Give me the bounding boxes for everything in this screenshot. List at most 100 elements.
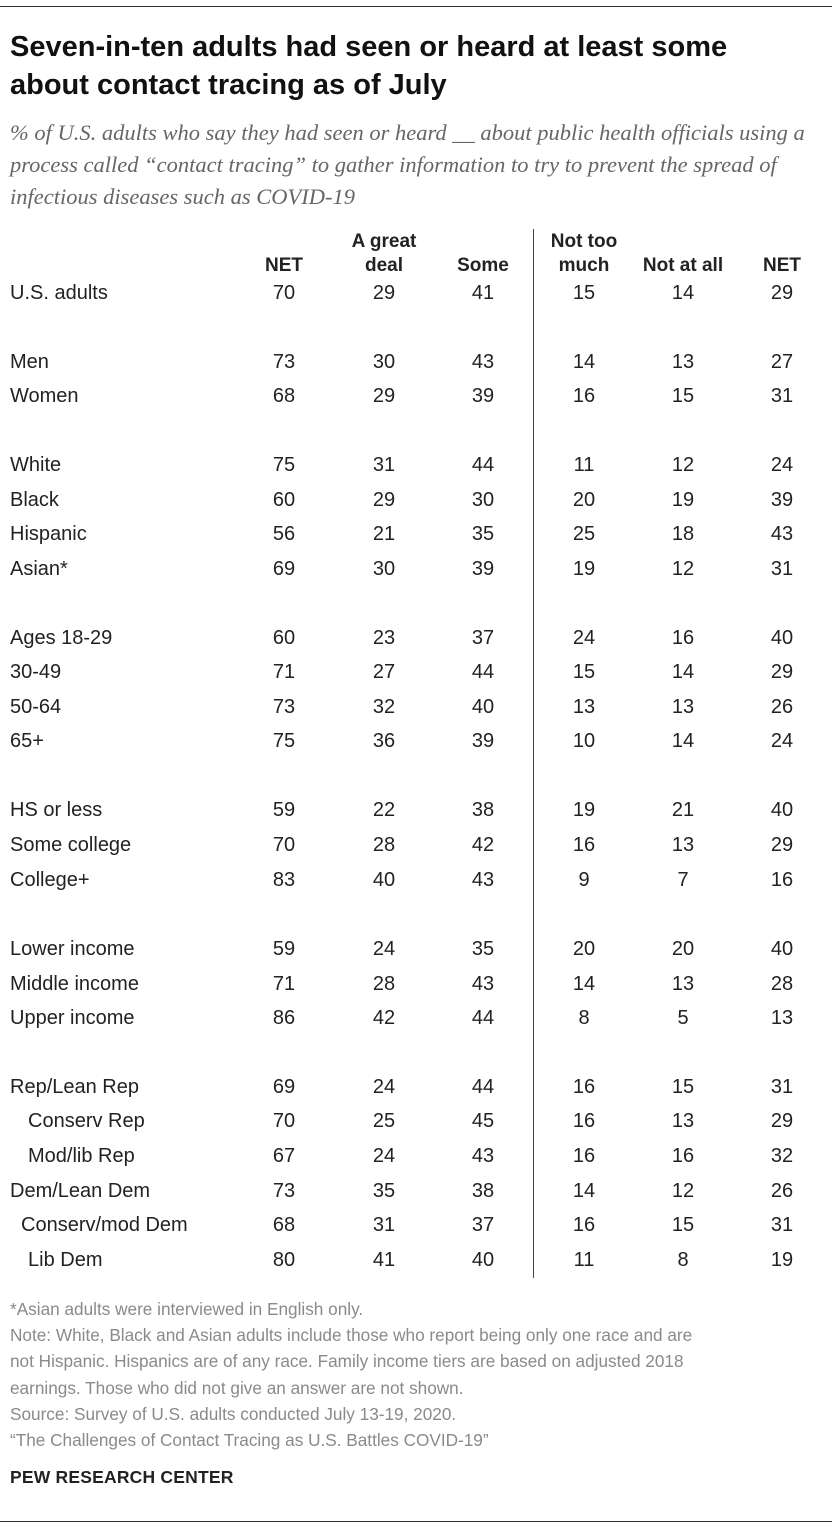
cell-not-at-all: 20 bbox=[671, 938, 695, 960]
row-label: Mod/lib Rep bbox=[28, 1145, 135, 1167]
cell-net-seen: 67 bbox=[272, 1145, 296, 1167]
row-label: Lower income bbox=[10, 938, 135, 960]
chart-title: Seven-in-ten adults had seen or heard at… bbox=[10, 31, 728, 101]
table-row-ages-65-plus: 65+ 75 36 39 10 14 24 bbox=[0, 726, 840, 756]
cell-some: 39 bbox=[471, 558, 495, 580]
table-row-men: Men 73 30 43 14 13 27 bbox=[0, 347, 840, 377]
cell-not-at-all: 14 bbox=[671, 661, 695, 683]
cell-great-deal: 27 bbox=[372, 661, 396, 683]
cell-great-deal: 41 bbox=[372, 1249, 396, 1271]
cell-net-not-seen: 31 bbox=[770, 558, 794, 580]
row-label: 65+ bbox=[10, 730, 44, 752]
cell-great-deal: 24 bbox=[372, 1145, 396, 1167]
bottom-rule bbox=[0, 1521, 832, 1522]
table-row-rep-lean-rep: Rep/Lean Rep 69 24 44 16 15 31 bbox=[0, 1072, 840, 1102]
cell-net-seen: 60 bbox=[272, 627, 296, 649]
cell-net-not-seen: 31 bbox=[770, 1076, 794, 1098]
col-header-not-at-all: Not at all bbox=[642, 255, 724, 276]
cell-great-deal: 36 bbox=[372, 730, 396, 752]
cell-some: 37 bbox=[471, 627, 495, 649]
cell-not-too-much: 14 bbox=[572, 1180, 596, 1202]
cell-some: 41 bbox=[471, 282, 495, 304]
cell-net-seen: 73 bbox=[272, 1180, 296, 1202]
cell-net-not-seen: 28 bbox=[770, 973, 794, 995]
report-title: “The Challenges of Contact Tracing as U.… bbox=[10, 1430, 489, 1451]
cell-great-deal: 23 bbox=[372, 627, 396, 649]
cell-not-too-much: 16 bbox=[572, 1110, 596, 1132]
cell-net-seen: 80 bbox=[272, 1249, 296, 1271]
cell-net-not-seen: 26 bbox=[770, 696, 794, 718]
table-row-ages-18-29: Ages 18-29 60 23 37 24 16 40 bbox=[0, 623, 840, 653]
cell-not-at-all: 15 bbox=[671, 1076, 695, 1098]
cell-some: 44 bbox=[471, 661, 495, 683]
cell-net-seen: 60 bbox=[272, 489, 296, 511]
table-row-conserv-rep: Conserv Rep 70 25 45 16 13 29 bbox=[0, 1106, 840, 1136]
cell-great-deal: 32 bbox=[372, 696, 396, 718]
cell-not-at-all: 16 bbox=[671, 627, 695, 649]
cell-some: 43 bbox=[471, 1145, 495, 1167]
table-row-hispanic: Hispanic 56 21 35 25 18 43 bbox=[0, 519, 840, 549]
cell-great-deal: 29 bbox=[372, 385, 396, 407]
cell-not-at-all: 14 bbox=[671, 282, 695, 304]
table-row-upper-income: Upper income 86 42 44 8 5 13 bbox=[0, 1003, 840, 1033]
cell-great-deal: 25 bbox=[372, 1110, 396, 1132]
cell-not-at-all: 12 bbox=[671, 1180, 695, 1202]
table-row-lib-dem: Lib Dem 80 41 40 11 8 19 bbox=[0, 1245, 840, 1275]
cell-net-seen: 70 bbox=[272, 282, 296, 304]
cell-not-at-all: 7 bbox=[677, 869, 689, 891]
cell-great-deal: 29 bbox=[372, 489, 396, 511]
cell-not-at-all: 14 bbox=[671, 730, 695, 752]
cell-great-deal: 24 bbox=[372, 938, 396, 960]
cell-great-deal: 28 bbox=[372, 834, 396, 856]
cell-not-too-much: 25 bbox=[572, 523, 596, 545]
cell-net-not-seen: 31 bbox=[770, 1214, 794, 1236]
cell-net-not-seen: 24 bbox=[770, 730, 794, 752]
cell-not-too-much: 15 bbox=[572, 282, 596, 304]
cell-not-too-much: 24 bbox=[572, 627, 596, 649]
cell-great-deal: 30 bbox=[372, 351, 396, 373]
row-label: 30-49 bbox=[10, 661, 62, 683]
cell-net-seen: 69 bbox=[272, 1076, 296, 1098]
cell-some: 35 bbox=[471, 523, 495, 545]
cell-some: 35 bbox=[471, 938, 495, 960]
cell-some: 38 bbox=[471, 1180, 495, 1202]
cell-net-seen: 71 bbox=[272, 973, 296, 995]
cell-not-too-much: 14 bbox=[572, 351, 596, 373]
cell-net-seen: 69 bbox=[272, 558, 296, 580]
cell-some: 39 bbox=[471, 385, 495, 407]
cell-net-not-seen: 39 bbox=[770, 489, 794, 511]
cell-some: 39 bbox=[471, 730, 495, 752]
col-header-great-deal: A great deal bbox=[351, 231, 417, 276]
cell-net-not-seen: 19 bbox=[770, 1249, 794, 1271]
cell-net-seen: 68 bbox=[272, 385, 296, 407]
row-label: Dem/Lean Dem bbox=[10, 1180, 151, 1202]
cell-not-too-much: 10 bbox=[572, 730, 596, 752]
cell-great-deal: 21 bbox=[372, 523, 396, 545]
cell-net-seen: 75 bbox=[272, 730, 296, 752]
cell-not-too-much: 19 bbox=[572, 799, 596, 821]
cell-not-at-all: 13 bbox=[671, 834, 695, 856]
cell-net-not-seen: 32 bbox=[770, 1145, 794, 1167]
cell-net-not-seen: 40 bbox=[770, 938, 794, 960]
cell-some: 44 bbox=[471, 454, 495, 476]
cell-not-at-all: 16 bbox=[671, 1145, 695, 1167]
cell-great-deal: 29 bbox=[372, 282, 396, 304]
cell-not-at-all: 12 bbox=[671, 454, 695, 476]
source-note: Source: Survey of U.S. adults conducted … bbox=[10, 1403, 457, 1424]
cell-not-too-much: 9 bbox=[578, 869, 590, 891]
cell-great-deal: 24 bbox=[372, 1076, 396, 1098]
cell-not-too-much: 20 bbox=[572, 489, 596, 511]
row-label: Middle income bbox=[10, 973, 139, 995]
cell-great-deal: 28 bbox=[372, 973, 396, 995]
cell-some: 45 bbox=[471, 1110, 495, 1132]
col-header-net-not-seen: NET bbox=[763, 255, 801, 276]
table-row-some-college: Some college 70 28 42 16 13 29 bbox=[0, 830, 840, 860]
cell-net-seen: 83 bbox=[272, 869, 296, 891]
cell-net-not-seen: 16 bbox=[770, 869, 794, 891]
cell-great-deal: 31 bbox=[372, 1214, 396, 1236]
cell-net-not-seen: 27 bbox=[770, 351, 794, 373]
cell-not-too-much: 14 bbox=[572, 973, 596, 995]
cell-net-seen: 59 bbox=[272, 938, 296, 960]
cell-net-not-seen: 40 bbox=[770, 799, 794, 821]
table-row-ages-30-49: 30-49 71 27 44 15 14 29 bbox=[0, 657, 840, 687]
